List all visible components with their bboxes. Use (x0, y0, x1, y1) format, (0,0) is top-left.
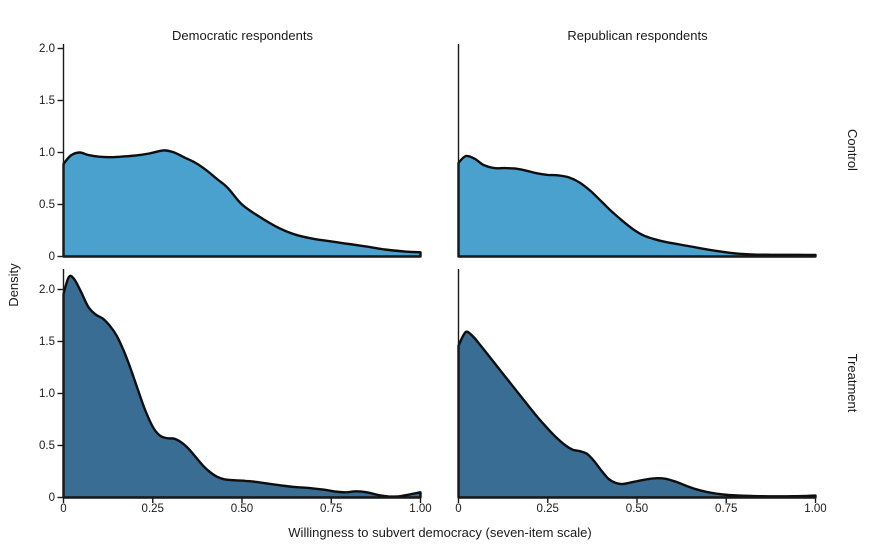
y-tick-label: 0.5 (39, 198, 55, 211)
y-tick-label: 0 (48, 250, 55, 263)
panel-control-republican (457, 44, 817, 258)
density-area (62, 274, 422, 499)
row-label-treatment: Treatment (845, 353, 860, 413)
panel-treatment-democratic (57, 269, 422, 503)
y-tick-label: 1.5 (39, 335, 55, 348)
y-tick-label: 1.5 (39, 94, 55, 107)
y-tick-label: 1.0 (39, 146, 55, 159)
y-tick-label: 2.0 (39, 283, 55, 296)
x-tick-label: 1.00 (804, 503, 827, 515)
density-area (457, 330, 817, 499)
y-tick-label: 2.0 (39, 42, 55, 55)
panel-control-democratic (57, 44, 422, 258)
row-label-control: Control (845, 129, 860, 171)
column-title-republican: Republican respondents (567, 28, 708, 43)
density-area (62, 149, 422, 258)
density-area (457, 154, 817, 258)
panel-treatment-republican (457, 269, 817, 503)
y-tick-label: 0 (48, 491, 55, 504)
y-tick-label: 0.5 (39, 439, 55, 452)
x-tick-label: 0.25 (536, 503, 559, 515)
column-title-democratic: Democratic respondents (172, 28, 313, 43)
x-tick-label: 0.25 (141, 503, 164, 515)
y-tick-label: 1.0 (39, 387, 55, 400)
x-tick-label: 0.50 (625, 503, 649, 515)
x-tick-label: 1.00 (409, 503, 432, 515)
x-tick-label: 0.50 (230, 503, 254, 515)
x-axis-label: Willingness to subvert democracy (seven-… (288, 525, 592, 540)
x-tick-label: 0.75 (715, 503, 738, 515)
x-tick-label: 0 (455, 503, 462, 515)
x-tick-label: 0 (60, 503, 67, 515)
x-tick-label: 0.75 (320, 503, 343, 515)
